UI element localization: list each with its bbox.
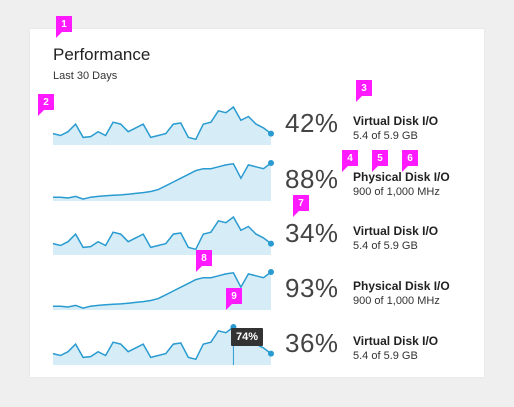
annotation-marker: 5 [372, 150, 388, 172]
annotation-marker: 4 [342, 150, 358, 172]
metric-row[interactable]: 93% Physical Disk I/O 900 of 1,000 MHz [53, 266, 473, 312]
sparkline-area [53, 107, 271, 145]
card-title: Performance [53, 45, 151, 64]
metric-row[interactable]: 74% 36% Virtual Disk I/O 5.4 of 5.9 GB [52, 321, 473, 367]
annotation-marker: 3 [356, 80, 372, 102]
sparkline-chart[interactable] [52, 101, 275, 147]
metric-percent: 34% [285, 218, 339, 248]
annotation-marker: 7 [293, 195, 309, 217]
sparkline-end-point [268, 160, 274, 166]
metric-name: Virtual Disk I/O [353, 334, 439, 348]
sparkline-area [53, 163, 271, 201]
sparkline-line [53, 271, 272, 309]
metric-name: Physical Disk I/O [353, 170, 450, 184]
annotation-marker: 6 [402, 150, 418, 172]
metric-row[interactable]: 88% Physical Disk I/O 900 of 1,000 MHz [53, 157, 473, 203]
sparkline-area [53, 217, 271, 255]
sparkline-line [53, 162, 272, 200]
sparkline-line [52, 105, 272, 141]
metric-detail: 900 of 1,000 MHz [353, 186, 440, 198]
sparkline-end-point [268, 350, 274, 357]
metric-detail: 900 of 1,000 MHz [353, 295, 440, 307]
annotation-marker: 1 [56, 16, 72, 38]
metric-percent: 88% [285, 164, 339, 194]
metric-percent: 42% [285, 108, 339, 138]
performance-card: Performance Last 30 Days 42% Virtual Dis… [30, 29, 484, 377]
metric-detail: 5.4 of 5.9 GB [353, 130, 418, 142]
annotation-marker: 8 [196, 250, 212, 272]
metric-percent: 36% [285, 328, 339, 358]
card-subtitle: Last 30 Days [53, 70, 118, 82]
sparkline-chart[interactable] [53, 266, 275, 312]
metric-row[interactable]: 42% Virtual Disk I/O 5.4 of 5.9 GB [52, 101, 473, 147]
metric-row[interactable]: 34% Virtual Disk I/O 5.4 of 5.9 GB [52, 211, 473, 257]
metric-name: Virtual Disk I/O [353, 114, 439, 128]
sparkline-area [53, 327, 271, 365]
metric-detail: 5.4 of 5.9 GB [353, 240, 418, 252]
annotation-marker: 2 [38, 94, 54, 116]
hover-tooltip: 74% [231, 328, 264, 346]
metric-name: Physical Disk I/O [353, 279, 450, 293]
sparkline-end-point [268, 240, 274, 247]
sparkline-area [53, 272, 271, 310]
metric-name: Virtual Disk I/O [353, 224, 439, 238]
sparkline-end-point [268, 130, 274, 137]
sparkline-line [52, 215, 272, 251]
metric-percent: 93% [285, 273, 339, 303]
annotation-marker: 9 [226, 288, 242, 310]
sparkline-end-point [268, 269, 274, 275]
sparkline-chart[interactable] [52, 211, 275, 257]
sparkline-chart[interactable] [53, 157, 275, 203]
metric-detail: 5.4 of 5.9 GB [353, 350, 418, 362]
